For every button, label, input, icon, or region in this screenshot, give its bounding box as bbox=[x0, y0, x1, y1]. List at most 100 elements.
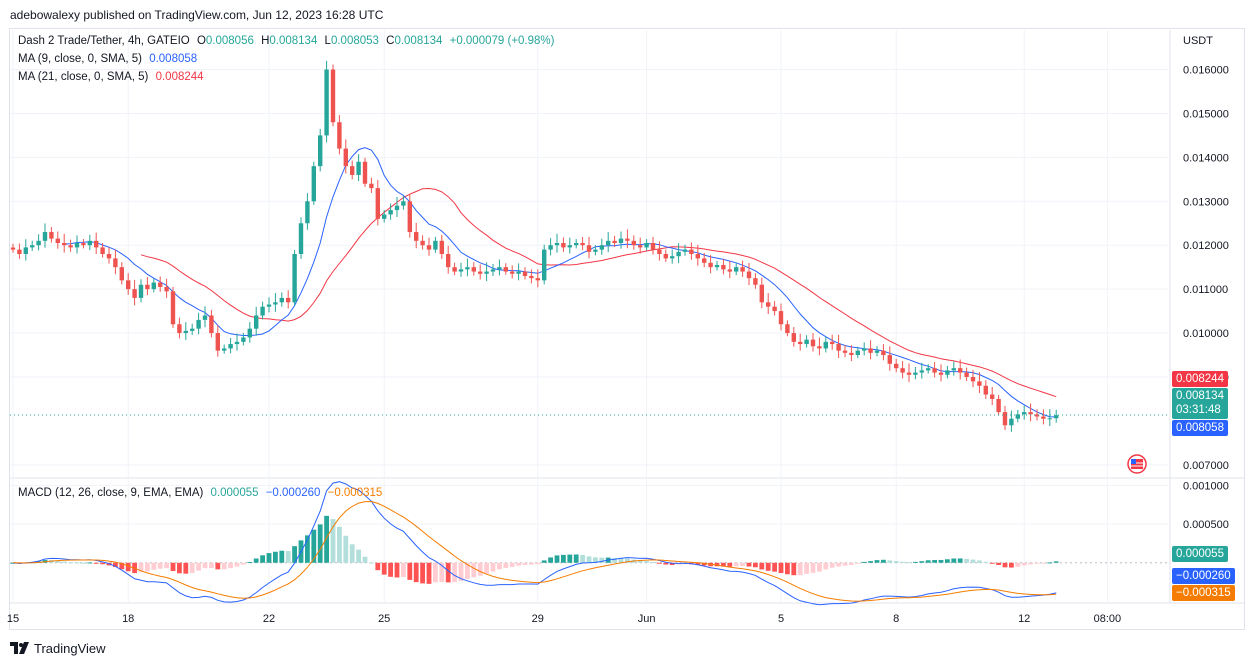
candle-body bbox=[529, 275, 534, 279]
macd-histogram-bar bbox=[714, 562, 720, 567]
candle-body bbox=[164, 286, 169, 292]
macd-histogram-bar bbox=[509, 562, 515, 567]
candle-body bbox=[87, 240, 92, 246]
macd-histogram-bar bbox=[650, 562, 656, 564]
macd-histogram-bar bbox=[55, 560, 61, 563]
candle-body bbox=[106, 254, 112, 259]
candle-body bbox=[350, 166, 355, 175]
macd-histogram-bar bbox=[221, 562, 227, 570]
macd-histogram-bar bbox=[445, 562, 451, 583]
macd-histogram-bar bbox=[349, 544, 355, 563]
candle-body bbox=[535, 278, 540, 281]
macd-histogram-bar bbox=[657, 562, 662, 564]
candle-body bbox=[1002, 412, 1008, 426]
macd-signal-tag: −0.000315 bbox=[1172, 585, 1235, 601]
time-tick-label: 08:00 bbox=[1094, 613, 1122, 625]
candle-body bbox=[202, 315, 208, 320]
candle-body bbox=[919, 370, 924, 373]
chart-frame[interactable] bbox=[9, 28, 1245, 630]
candle-body bbox=[791, 333, 796, 342]
last-price-value: 0.008134 bbox=[1176, 390, 1224, 402]
macd-signal-value: −0.000315 bbox=[327, 487, 383, 499]
macd-histogram-bar bbox=[874, 560, 880, 563]
macd-histogram-bar bbox=[855, 562, 861, 564]
candle-body bbox=[772, 306, 777, 312]
macd-histogram-bar bbox=[407, 562, 413, 580]
candle-body bbox=[586, 245, 592, 252]
candle-body bbox=[196, 319, 201, 329]
candle-body bbox=[234, 341, 240, 345]
time-tick-label: Jun bbox=[638, 613, 656, 625]
macd-histogram-bar bbox=[87, 562, 93, 564]
macd-tick-label: 0.001000 bbox=[1183, 480, 1229, 492]
macd-histogram-bar bbox=[490, 562, 496, 572]
time-tick-label: 8 bbox=[893, 613, 899, 625]
macd-histogram-bar bbox=[772, 562, 777, 572]
candle-body bbox=[305, 201, 310, 224]
macd-histogram-bar bbox=[375, 562, 381, 571]
candle-body bbox=[567, 245, 572, 248]
macd-histogram-bar bbox=[381, 562, 387, 575]
candle-body bbox=[145, 284, 150, 290]
ma9-label: MA (9, close, 0, SMA, 5) bbox=[18, 53, 142, 65]
candle-body bbox=[471, 267, 476, 272]
candle-body bbox=[55, 238, 60, 244]
macd-histogram-bar bbox=[196, 562, 201, 571]
price-tick-label: 0.013000 bbox=[1183, 196, 1229, 208]
macd-histogram-bar bbox=[740, 562, 745, 567]
footer-brand[interactable]: TradingView bbox=[10, 641, 106, 661]
macd-histogram-bar bbox=[957, 558, 963, 563]
candle-body bbox=[330, 69, 336, 123]
ma9-value: 0.008058 bbox=[149, 53, 198, 65]
macd-histogram-bar bbox=[369, 562, 374, 564]
candle-body bbox=[574, 243, 579, 246]
candle-body bbox=[497, 267, 502, 270]
candle-body bbox=[804, 339, 809, 345]
macd-histogram-bar bbox=[593, 557, 598, 563]
macd-histogram-bar bbox=[113, 562, 118, 567]
candle-body bbox=[503, 267, 508, 272]
macd-histogram-bar bbox=[202, 562, 208, 569]
macd-histogram-bar bbox=[362, 556, 368, 563]
candle-body bbox=[759, 284, 764, 303]
macd-histogram-bar bbox=[1034, 562, 1040, 564]
macd-histogram-bar bbox=[797, 562, 803, 576]
candle-body bbox=[68, 245, 73, 248]
macd-histogram-bar bbox=[292, 546, 297, 563]
candle-body bbox=[356, 161, 361, 175]
price-tick-label: 0.012000 bbox=[1183, 240, 1229, 252]
candle-body bbox=[241, 337, 246, 342]
macd-histogram-bar bbox=[266, 553, 272, 563]
macd-histogram-bar bbox=[893, 561, 899, 563]
price-tick-label: 0.014000 bbox=[1183, 152, 1229, 164]
candle-body bbox=[606, 240, 611, 246]
candle-body bbox=[798, 341, 803, 345]
legend-close-value: 0.008134 bbox=[394, 35, 443, 47]
candle-body bbox=[823, 341, 828, 349]
macd-histogram-bar bbox=[311, 529, 317, 563]
macd-histogram-bar bbox=[317, 524, 323, 563]
macd-histogram-bar bbox=[1028, 562, 1033, 565]
macd-histogram-bar bbox=[477, 562, 483, 576]
candle-body bbox=[766, 302, 771, 307]
macd-histogram-bar bbox=[644, 561, 649, 563]
macd-label: MACD (12, 26, close, 9, EMA, EMA) bbox=[18, 487, 204, 499]
macd-histogram-bar bbox=[138, 562, 144, 573]
candle-body bbox=[932, 368, 937, 373]
macd-histogram-bar bbox=[887, 560, 893, 563]
candle-body bbox=[926, 368, 931, 371]
candle-body bbox=[23, 247, 28, 254]
candle-body bbox=[1047, 418, 1052, 420]
candle-body bbox=[868, 348, 873, 353]
candle-body bbox=[721, 264, 726, 270]
candle-body bbox=[753, 278, 758, 285]
macd-histogram-bar bbox=[420, 562, 425, 584]
candle-body bbox=[945, 370, 950, 375]
macd-histogram-bar bbox=[695, 562, 701, 565]
publish-line: adebowalexy published on TradingView.com… bbox=[10, 8, 384, 22]
macd-histogram-bar bbox=[81, 562, 86, 564]
candle-body bbox=[817, 346, 822, 349]
ma21-label: MA (21, close, 0, SMA, 5) bbox=[18, 71, 149, 83]
candle-body bbox=[983, 385, 988, 395]
